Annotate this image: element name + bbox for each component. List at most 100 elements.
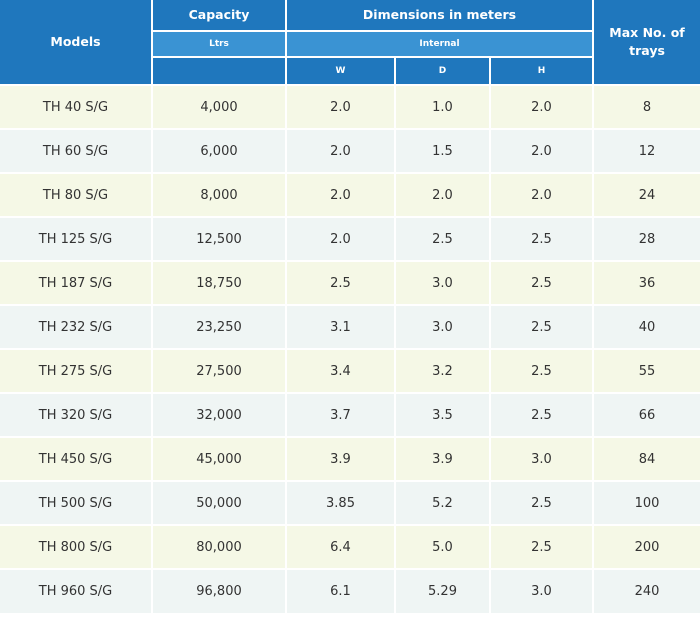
capacity-cell: 8,000 xyxy=(151,172,286,217)
table-row: TH 40 S/G 4,000 2.0 1.0 2.0 8 xyxy=(0,84,700,129)
max-trays-cell: 55 xyxy=(592,348,700,393)
table-row: TH 320 S/G 32,000 3.7 3.5 2.5 66 xyxy=(0,392,700,437)
width-cell: 6.1 xyxy=(285,568,395,613)
width-cell: 2.0 xyxy=(285,216,395,261)
width-cell: 2.5 xyxy=(285,260,395,305)
depth-cell: 1.0 xyxy=(394,84,490,129)
capacity-unit-header: Ltrs xyxy=(151,31,287,58)
depth-cell: 5.29 xyxy=(394,568,490,613)
capacity-cell: 23,250 xyxy=(151,304,286,349)
header-row: Models Capacity Dimensions in meters Max… xyxy=(0,0,700,86)
model-cell: TH 125 S/G xyxy=(0,216,152,261)
model-cell: TH 450 S/G xyxy=(0,436,152,481)
model-cell: TH 800 S/G xyxy=(0,524,152,569)
height-cell: 2.0 xyxy=(488,128,594,173)
table-body: TH 40 S/G 4,000 2.0 1.0 2.0 8 TH 60 S/G 6,000 2.… xyxy=(0,84,700,613)
width-cell: 6.4 xyxy=(285,524,395,569)
depth-cell: 3.0 xyxy=(394,304,490,349)
model-cell: TH 40 S/G xyxy=(0,84,152,129)
dimensions-header: Dimensions in meters xyxy=(284,0,595,32)
width-cell: 2.0 xyxy=(285,172,395,217)
max-trays-header: Max No. of trays xyxy=(592,0,700,86)
capacity-cell: 12,500 xyxy=(151,216,286,261)
model-cell: TH 500 S/G xyxy=(0,480,152,525)
depth-cell: 3.0 xyxy=(394,260,490,305)
height-header: H xyxy=(488,57,595,86)
capacity-cell: 6,000 xyxy=(151,128,286,173)
table-row: TH 187 S/G 18,750 2.5 3.0 2.5 36 xyxy=(0,260,700,305)
width-cell: 2.0 xyxy=(285,84,395,129)
width-cell: 3.85 xyxy=(285,480,395,525)
capacity-cell: 4,000 xyxy=(151,84,286,129)
depth-cell: 5.2 xyxy=(394,480,490,525)
table-row: TH 800 S/G 80,000 6.4 5.0 2.5 200 xyxy=(0,524,700,569)
max-trays-cell: 40 xyxy=(592,304,700,349)
capacity-blank-header xyxy=(151,57,287,86)
max-trays-cell: 66 xyxy=(592,392,700,437)
depth-cell: 3.9 xyxy=(394,436,490,481)
table-row: TH 960 S/G 96,800 6.1 5.29 3.0 240 xyxy=(0,568,700,613)
depth-cell: 5.0 xyxy=(394,524,490,569)
height-cell: 2.5 xyxy=(488,260,594,305)
height-cell: 2.0 xyxy=(488,172,594,217)
height-cell: 2.0 xyxy=(488,84,594,129)
model-cell: TH 187 S/G xyxy=(0,260,152,305)
max-trays-cell: 36 xyxy=(592,260,700,305)
height-cell: 2.5 xyxy=(488,348,594,393)
max-trays-cell: 100 xyxy=(592,480,700,525)
capacity-cell: 96,800 xyxy=(151,568,286,613)
max-trays-cell: 84 xyxy=(592,436,700,481)
width-cell: 3.1 xyxy=(285,304,395,349)
max-trays-cell: 8 xyxy=(592,84,700,129)
max-trays-cell: 12 xyxy=(592,128,700,173)
depth-cell: 2.5 xyxy=(394,216,490,261)
width-cell: 2.0 xyxy=(285,128,395,173)
capacity-cell: 45,000 xyxy=(151,436,286,481)
capacity-header: Capacity xyxy=(151,0,287,32)
max-trays-cell: 24 xyxy=(592,172,700,217)
table-row: TH 60 S/G 6,000 2.0 1.5 2.0 12 xyxy=(0,128,700,173)
height-cell: 3.0 xyxy=(488,568,594,613)
depth-cell: 3.2 xyxy=(394,348,490,393)
height-cell: 2.5 xyxy=(488,304,594,349)
capacity-cell: 18,750 xyxy=(151,260,286,305)
table-row: TH 232 S/G 23,250 3.1 3.0 2.5 40 xyxy=(0,304,700,349)
header-subrow: Ltrs Internal xyxy=(0,31,700,58)
table-row: TH 450 S/G 45,000 3.9 3.9 3.0 84 xyxy=(0,436,700,481)
table-header: Models Capacity Dimensions in meters Max… xyxy=(0,0,700,86)
depth-cell: 3.5 xyxy=(394,392,490,437)
max-trays-cell: 200 xyxy=(592,524,700,569)
max-trays-cell: 240 xyxy=(592,568,700,613)
model-cell: TH 80 S/G xyxy=(0,172,152,217)
model-cell: TH 60 S/G xyxy=(0,128,152,173)
model-cell: TH 232 S/G xyxy=(0,304,152,349)
table-row: TH 500 S/G 50,000 3.85 5.2 2.5 100 xyxy=(0,480,700,525)
depth-header: D xyxy=(394,57,491,86)
model-cell: TH 275 S/G xyxy=(0,348,152,393)
spec-table: Models Capacity Dimensions in meters Max… xyxy=(0,0,700,613)
internal-header: Internal xyxy=(284,31,595,58)
height-cell: 2.5 xyxy=(488,216,594,261)
width-cell: 3.9 xyxy=(285,436,395,481)
width-cell: 3.7 xyxy=(285,392,395,437)
table-row: TH 125 S/G 12,500 2.0 2.5 2.5 28 xyxy=(0,216,700,261)
depth-cell: 2.0 xyxy=(394,172,490,217)
height-cell: 2.5 xyxy=(488,524,594,569)
height-cell: 2.5 xyxy=(488,480,594,525)
height-cell: 3.0 xyxy=(488,436,594,481)
capacity-cell: 32,000 xyxy=(151,392,286,437)
capacity-cell: 50,000 xyxy=(151,480,286,525)
width-cell: 3.4 xyxy=(285,348,395,393)
height-cell: 2.5 xyxy=(488,392,594,437)
depth-cell: 1.5 xyxy=(394,128,490,173)
max-trays-cell: 28 xyxy=(592,216,700,261)
models-header: Models xyxy=(0,0,153,86)
capacity-cell: 27,500 xyxy=(151,348,286,393)
header-axis-row: W D H xyxy=(0,57,700,86)
model-cell: TH 960 S/G xyxy=(0,568,152,613)
model-cell: TH 320 S/G xyxy=(0,392,152,437)
width-header: W xyxy=(285,57,396,86)
capacity-cell: 80,000 xyxy=(151,524,286,569)
table-row: TH 80 S/G 8,000 2.0 2.0 2.0 24 xyxy=(0,172,700,217)
table-row: TH 275 S/G 27,500 3.4 3.2 2.5 55 xyxy=(0,348,700,393)
